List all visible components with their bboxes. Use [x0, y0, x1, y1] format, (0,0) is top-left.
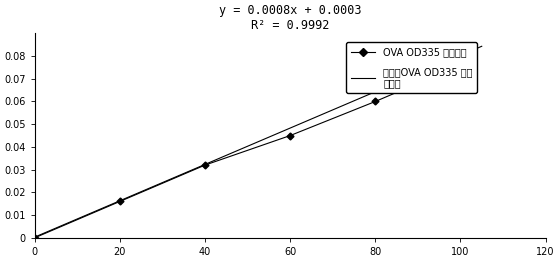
Legend: OVA OD335 标准曲线, 线性（OVA OD335 标准
曲线）: OVA OD335 标准曲线, 线性（OVA OD335 标准 曲线）: [346, 42, 477, 93]
Title: y = 0.0008x + 0.0003
R² = 0.9992: y = 0.0008x + 0.0003 R² = 0.9992: [219, 4, 361, 32]
